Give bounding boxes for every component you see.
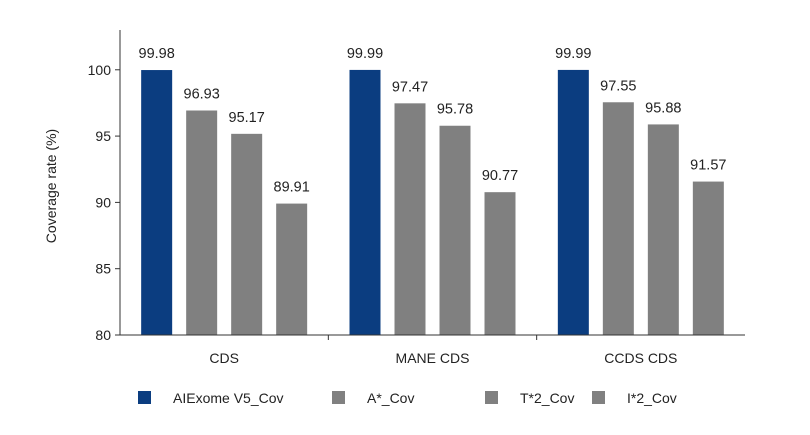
- axes-group: 80 85 90 95 100 CDS MANE CDS CCDS CDS: [88, 30, 745, 366]
- y-tick-label: 90: [95, 194, 111, 210]
- data-label: 99.99: [347, 46, 383, 62]
- y-axis-title: Coverage rate (%): [43, 129, 59, 243]
- data-label: 96.93: [184, 86, 220, 102]
- data-label: 99.98: [139, 46, 175, 62]
- legend-label: T*2_Cov: [520, 390, 574, 406]
- bar: [692, 181, 724, 335]
- legend-swatch: [138, 391, 151, 404]
- data-label: 95.88: [645, 100, 681, 116]
- bar: [231, 133, 263, 335]
- x-category-label: CDS: [209, 350, 239, 366]
- y-tick-label: 80: [95, 327, 111, 343]
- data-label: 90.77: [482, 168, 518, 184]
- data-label: 89.91: [274, 180, 310, 196]
- data-labels-group: 99.98 96.93 95.17 89.91 99.99 97.47 95.78 90.77…: [139, 46, 727, 196]
- data-label: 97.55: [600, 78, 636, 94]
- legend-label: I*2_Cov: [627, 390, 677, 406]
- x-category-label: MANE CDS: [396, 350, 470, 366]
- bars-group: [141, 69, 724, 336]
- legend-swatch: [332, 391, 345, 404]
- y-tick-label: 95: [95, 128, 111, 144]
- bar: [439, 125, 471, 336]
- bar: [349, 69, 381, 335]
- bar: [141, 70, 173, 336]
- x-category-label: CCDS CDS: [604, 350, 677, 366]
- bar: [394, 103, 426, 335]
- bar: [602, 102, 634, 336]
- legend: AIExome V5_Cov A*_Cov T*2_Cov I*2_Cov: [138, 390, 677, 406]
- legend-label: AIExome V5_Cov: [173, 390, 284, 406]
- legend-swatch: [485, 391, 498, 404]
- bar: [186, 110, 218, 336]
- legend-swatch: [592, 391, 605, 404]
- y-tick-label: 100: [88, 62, 112, 78]
- y-tick-label: 85: [95, 261, 111, 277]
- data-label: 91.57: [690, 158, 726, 174]
- data-label: 95.17: [229, 110, 265, 126]
- legend-label: A*_Cov: [367, 390, 414, 406]
- bar: [484, 192, 516, 335]
- bar: [276, 203, 308, 335]
- data-label: 97.47: [392, 79, 428, 95]
- data-label: 99.99: [555, 46, 591, 62]
- bar: [647, 124, 679, 335]
- data-label: 95.78: [437, 102, 473, 118]
- bar: [557, 69, 589, 335]
